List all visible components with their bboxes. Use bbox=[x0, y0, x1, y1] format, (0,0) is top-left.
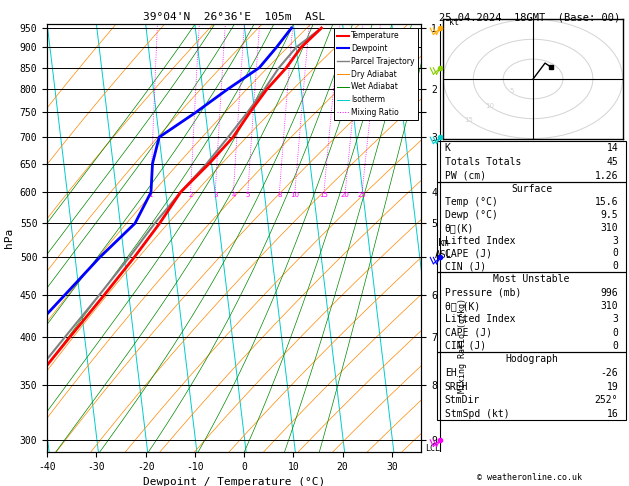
Text: Hodograph: Hodograph bbox=[505, 354, 558, 364]
Text: 310: 310 bbox=[601, 301, 618, 311]
Text: EH: EH bbox=[445, 368, 457, 378]
Text: StmSpd (kt): StmSpd (kt) bbox=[445, 409, 509, 419]
Text: 15: 15 bbox=[464, 117, 473, 123]
Text: Pressure (mb): Pressure (mb) bbox=[445, 288, 521, 297]
Text: Lifted Index: Lifted Index bbox=[445, 236, 515, 245]
Text: 5: 5 bbox=[246, 192, 250, 198]
Text: CIN (J): CIN (J) bbox=[445, 261, 486, 271]
Text: θᴄ (K): θᴄ (K) bbox=[445, 301, 480, 311]
Text: 252°: 252° bbox=[595, 395, 618, 405]
Legend: Temperature, Dewpoint, Parcel Trajectory, Dry Adiabat, Wet Adiabat, Isotherm, Mi: Temperature, Dewpoint, Parcel Trajectory… bbox=[334, 28, 418, 120]
Text: Totals Totals: Totals Totals bbox=[445, 157, 521, 167]
X-axis label: Dewpoint / Temperature (°C): Dewpoint / Temperature (°C) bbox=[143, 477, 325, 486]
Text: Lifted Index: Lifted Index bbox=[445, 314, 515, 324]
Text: -26: -26 bbox=[601, 368, 618, 378]
Text: Most Unstable: Most Unstable bbox=[493, 274, 570, 284]
Text: 8: 8 bbox=[277, 192, 282, 198]
Text: 20: 20 bbox=[341, 192, 350, 198]
Text: CIN (J): CIN (J) bbox=[445, 341, 486, 351]
Text: 3: 3 bbox=[613, 236, 618, 245]
Text: LCL: LCL bbox=[425, 444, 440, 453]
Text: 5: 5 bbox=[509, 88, 514, 94]
Text: 16: 16 bbox=[606, 409, 618, 419]
Text: 0: 0 bbox=[613, 341, 618, 351]
Text: 15: 15 bbox=[320, 192, 328, 198]
Text: Temp (°C): Temp (°C) bbox=[445, 197, 498, 207]
Text: 0: 0 bbox=[613, 328, 618, 338]
Text: 19: 19 bbox=[606, 382, 618, 392]
Text: 10: 10 bbox=[486, 103, 494, 108]
Text: 0: 0 bbox=[613, 261, 618, 271]
Text: 25.04.2024  18GMT  (Base: 00): 25.04.2024 18GMT (Base: 00) bbox=[439, 12, 621, 22]
Text: © weatheronline.co.uk: © weatheronline.co.uk bbox=[477, 473, 582, 482]
Text: Mixing Ratio (g/kg): Mixing Ratio (g/kg) bbox=[458, 297, 467, 393]
Text: kt: kt bbox=[450, 18, 459, 27]
Text: 10: 10 bbox=[291, 192, 299, 198]
Text: SREH: SREH bbox=[445, 382, 468, 392]
Text: CAPE (J): CAPE (J) bbox=[445, 328, 492, 338]
Text: 45: 45 bbox=[606, 157, 618, 167]
Y-axis label: hPa: hPa bbox=[4, 228, 14, 248]
Text: 15.6: 15.6 bbox=[595, 197, 618, 207]
Text: 1: 1 bbox=[148, 192, 153, 198]
Text: 310: 310 bbox=[601, 223, 618, 233]
Text: PW (cm): PW (cm) bbox=[445, 171, 486, 180]
Text: StmDir: StmDir bbox=[445, 395, 480, 405]
Text: θᴄ(K): θᴄ(K) bbox=[445, 223, 474, 233]
Text: 3: 3 bbox=[213, 192, 218, 198]
Y-axis label: km
ASL: km ASL bbox=[435, 238, 453, 260]
Text: 0: 0 bbox=[613, 248, 618, 259]
Text: CAPE (J): CAPE (J) bbox=[445, 248, 492, 259]
Text: 2: 2 bbox=[189, 192, 193, 198]
Text: 25: 25 bbox=[358, 192, 367, 198]
Text: 4: 4 bbox=[231, 192, 236, 198]
Text: 996: 996 bbox=[601, 288, 618, 297]
Title: 39°04'N  26°36'E  105m  ASL: 39°04'N 26°36'E 105m ASL bbox=[143, 12, 325, 22]
Text: 9.5: 9.5 bbox=[601, 210, 618, 220]
Text: Surface: Surface bbox=[511, 184, 552, 194]
Text: 14: 14 bbox=[606, 143, 618, 153]
Text: 1.26: 1.26 bbox=[595, 171, 618, 180]
Text: K: K bbox=[445, 143, 450, 153]
Text: 3: 3 bbox=[613, 314, 618, 324]
Text: Dewp (°C): Dewp (°C) bbox=[445, 210, 498, 220]
